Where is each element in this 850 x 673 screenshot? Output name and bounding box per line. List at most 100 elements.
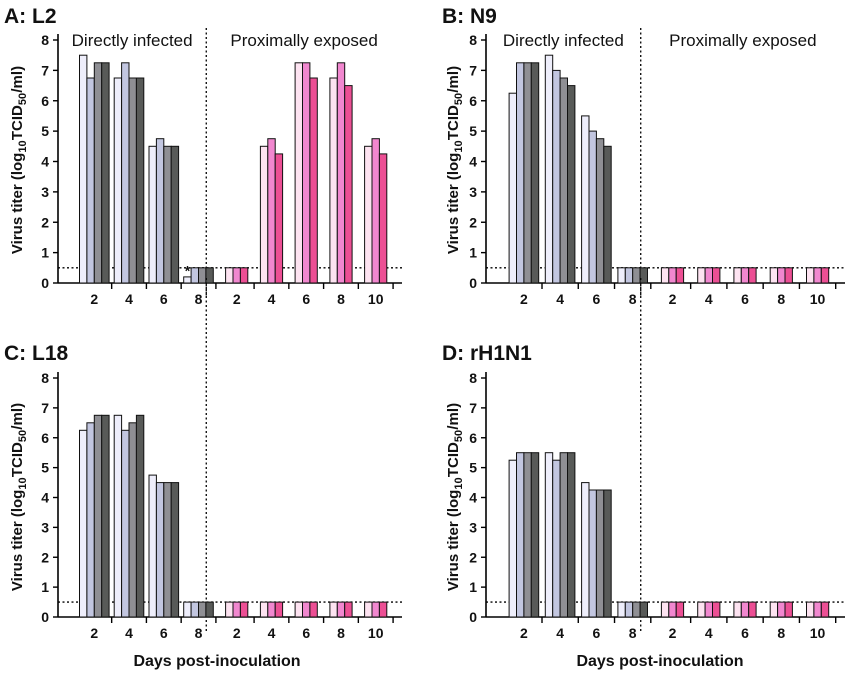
y-tick-label: 8	[469, 32, 477, 48]
bar	[777, 267, 786, 284]
bar	[748, 601, 757, 618]
bar	[148, 145, 157, 284]
x-tick-label: 4	[125, 291, 133, 307]
group-label-directly-infected: Directly infected	[72, 31, 193, 50]
y-tick-label: 6	[41, 93, 49, 109]
y-tick-label: 3	[41, 519, 49, 535]
y-tick-label: 8	[469, 370, 477, 386]
y-tick-label: 0	[41, 275, 49, 291]
bar	[113, 414, 123, 618]
bar	[660, 267, 670, 284]
x-tick-label: 4	[556, 291, 564, 307]
bar	[581, 482, 590, 618]
y-tick-label: 0	[41, 609, 49, 625]
bar	[675, 267, 685, 284]
bar	[86, 77, 95, 284]
panel-title: C: L18	[4, 342, 69, 365]
bar	[309, 601, 318, 618]
bar	[121, 429, 130, 618]
bar	[581, 115, 590, 284]
y-tick-label: 6	[469, 93, 477, 109]
y-tick-label: 7	[41, 62, 49, 78]
y-tick-label: 3	[41, 184, 49, 200]
bar	[163, 145, 172, 284]
bar	[239, 601, 249, 618]
x-tick-label: 6	[302, 625, 310, 641]
group-label-directly-infected: Directly infected	[503, 31, 624, 50]
bar	[329, 77, 338, 284]
y-axis-label: Virus titer (log10 TCID50 /ml)	[9, 66, 29, 254]
x-tick-label: 10	[368, 625, 384, 641]
y-tick-label: 8	[41, 370, 49, 386]
bar	[516, 452, 525, 618]
bar	[777, 601, 786, 618]
x-tick-label: 6	[302, 291, 310, 307]
panel-title: D: rH1N1	[442, 342, 532, 365]
bar	[371, 601, 380, 618]
y-tick-label: 4	[41, 490, 49, 506]
bar	[523, 62, 532, 284]
y-tick-label: 0	[469, 275, 477, 291]
bar	[79, 429, 88, 618]
bar	[697, 267, 706, 284]
x-tick-label: 4	[556, 625, 564, 641]
bar	[544, 452, 554, 618]
bar	[198, 267, 207, 284]
bar	[101, 62, 110, 284]
x-tick-label: 2	[233, 291, 241, 307]
panel-c: C: L18 Virus titer (log10 TCID50 /ml) 0 1 2 3…	[4, 278, 402, 641]
bar	[344, 85, 353, 284]
bar	[121, 62, 130, 284]
bar	[198, 601, 207, 618]
bar	[813, 267, 822, 284]
bar	[371, 138, 380, 284]
bar	[704, 601, 713, 618]
x-tick-label: 2	[669, 291, 677, 307]
x-tick-label: 4	[125, 625, 133, 641]
group-label-proximally-exposed: Proximally exposed	[230, 31, 377, 50]
y-tick-label: 4	[41, 154, 49, 170]
y-tick-label: 1	[41, 579, 49, 595]
x-tick-label: 8	[777, 625, 785, 641]
y-tick-label: 4	[469, 154, 477, 170]
y-tick-label: 5	[41, 460, 49, 476]
bar	[302, 601, 311, 618]
y-tick-label: 8	[41, 32, 49, 48]
y-tick-label: 1	[41, 245, 49, 261]
panel-d: D: rH1N1 Virus titer (log10 TCID50 /ml) 0 1…	[442, 278, 845, 641]
x-tick-label: 2	[520, 291, 528, 307]
bar	[820, 267, 830, 284]
x-tick-label: 2	[90, 625, 98, 641]
bar	[267, 601, 276, 618]
bar	[508, 92, 518, 284]
bar	[748, 267, 757, 284]
bar	[740, 267, 750, 284]
y-tick-label: 7	[469, 62, 477, 78]
bar	[225, 267, 234, 284]
bar	[232, 267, 241, 284]
bar	[135, 77, 145, 284]
x-tick-label: 6	[160, 291, 168, 307]
y-axis-label: Virus titer (log10 TCID50 /ml)	[445, 66, 465, 254]
bar	[93, 414, 103, 618]
panel-a: A: L2 Virus titer (log10 TCID50 /ml) 0 1 2 3 4…	[4, 5, 402, 307]
y-tick-label: 7	[41, 400, 49, 416]
x-tick-label: 2	[233, 625, 241, 641]
bar	[632, 601, 641, 618]
panel-title: B: N9	[442, 5, 497, 28]
bar	[712, 267, 721, 284]
x-tick-label: 2	[90, 291, 98, 307]
bar	[567, 452, 576, 618]
x-tick-label: 6	[741, 625, 749, 641]
bar	[530, 452, 540, 618]
x-axis-label-left: Days post-inoculation	[133, 653, 300, 670]
bar	[588, 489, 597, 618]
bar	[567, 85, 576, 284]
bar	[232, 601, 241, 618]
bar	[516, 62, 525, 284]
bar	[552, 69, 561, 284]
x-tick-label: 6	[593, 625, 601, 641]
bar	[155, 138, 165, 284]
x-tick-label: 6	[741, 291, 749, 307]
x-tick-label: 6	[160, 625, 168, 641]
